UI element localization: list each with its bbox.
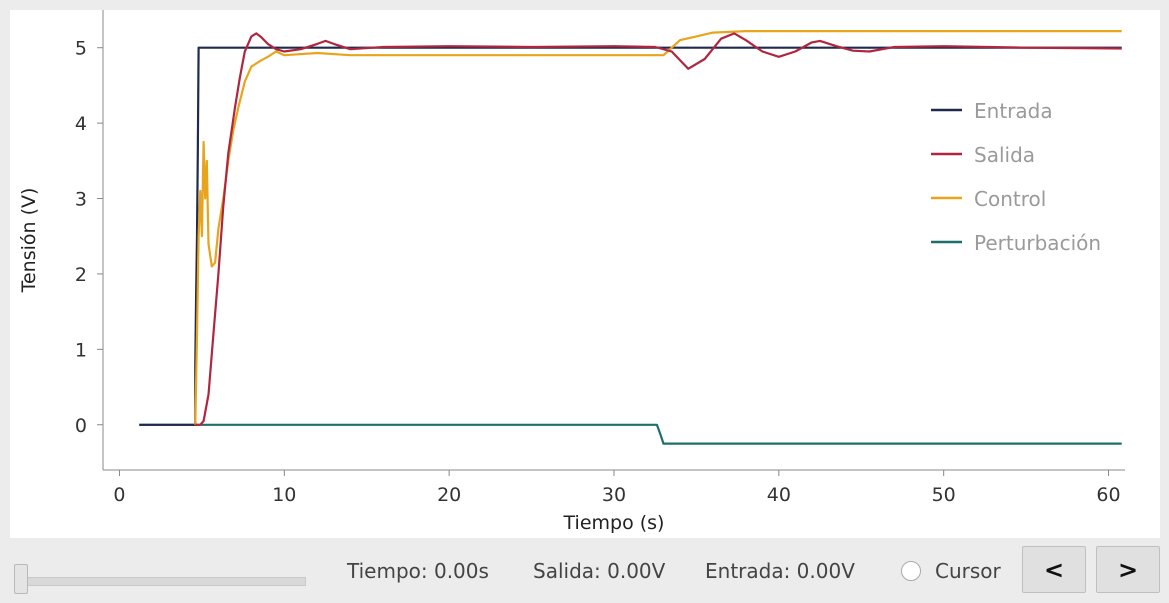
- y-tick-label: 2: [75, 264, 87, 286]
- y-tick-label: 0: [75, 415, 87, 437]
- y-tick-label: 4: [75, 113, 87, 135]
- legend-label: Control: [974, 187, 1046, 211]
- x-tick-label: 20: [437, 484, 461, 506]
- plot-panel: 0 10 20 30 40 50 60 0 1 2 3 4 5 Entrada Salida Control…: [10, 10, 1160, 538]
- y-tick-label: 5: [75, 38, 87, 60]
- cursor-radio-button[interactable]: [901, 561, 921, 581]
- x-axis-title: Tiempo (s): [563, 512, 665, 534]
- series-group: [139, 30, 1122, 445]
- cursor-toggle[interactable]: Cursor: [901, 559, 1001, 583]
- series-line-salida: [195, 32, 1122, 426]
- next-button[interactable]: >: [1096, 546, 1160, 593]
- legend-label: Salida: [974, 143, 1035, 167]
- legend: Entrada Salida Control Perturbación: [931, 99, 1101, 255]
- x-tick-label: 40: [767, 484, 791, 506]
- y-tick-label: 3: [75, 189, 87, 211]
- previous-button[interactable]: <: [1022, 546, 1086, 593]
- x-tick-label: 60: [1096, 484, 1120, 506]
- slider-handle[interactable]: [14, 564, 28, 594]
- x-tick-label: 50: [932, 484, 956, 506]
- y-tick-label: 1: [75, 339, 87, 361]
- x-tick-label: 0: [113, 484, 125, 506]
- input-readout: Entrada: 0.00V: [705, 559, 855, 583]
- control-bar: Tiempo: 0.00s Salida: 0.00V Entrada: 0.0…: [0, 540, 1169, 603]
- time-slider[interactable]: [14, 552, 306, 594]
- time-readout: Tiempo: 0.00s: [347, 559, 489, 583]
- legend-label: Entrada: [974, 99, 1053, 123]
- series-line-control: [194, 30, 1122, 425]
- slider-track[interactable]: [14, 577, 306, 586]
- output-readout: Salida: 0.00V: [533, 559, 666, 583]
- series-line-perturbacion: [139, 423, 1122, 445]
- x-tick-label: 10: [272, 484, 296, 506]
- legend-label: Perturbación: [974, 231, 1101, 255]
- x-tick-label: 30: [602, 484, 626, 506]
- y-axis-title: Tensión (V): [18, 188, 40, 294]
- line-chart: 0 10 20 30 40 50 60 0 1 2 3 4 5 Entrada Salida Control…: [18, 10, 1125, 534]
- cursor-label: Cursor: [935, 559, 1001, 583]
- axes: 0 10 20 30 40 50 60 0 1 2 3 4 5: [75, 10, 1125, 506]
